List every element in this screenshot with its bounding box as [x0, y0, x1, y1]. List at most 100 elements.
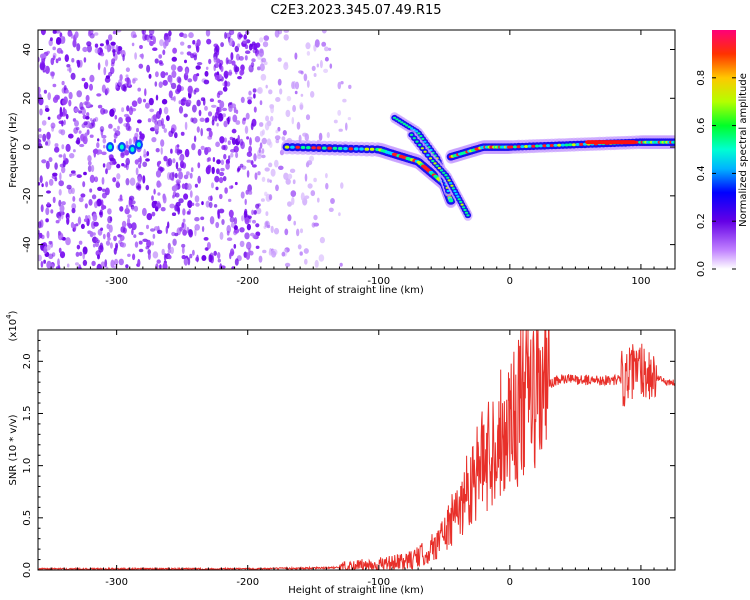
noise-speckle [105, 75, 110, 79]
noise-speckle [144, 88, 147, 97]
noise-speckle [68, 67, 72, 73]
noise-speckle [219, 231, 224, 240]
noise-speckle [159, 167, 165, 172]
noise-speckle [223, 70, 229, 79]
noise-speckle [227, 71, 233, 76]
post-trace-core [557, 143, 562, 147]
noise-speckle [63, 85, 67, 91]
noise-speckle [111, 58, 116, 65]
noise-speckle [108, 71, 113, 77]
noise-speckle [347, 117, 352, 121]
noise-speckle [304, 173, 308, 182]
spectrogram-y-tick-label: -20 [22, 188, 33, 204]
noise-speckle [235, 120, 241, 125]
spectrogram-x-tick-label: -300 [105, 276, 128, 287]
noise-speckle [255, 42, 261, 48]
noise-speckle [116, 46, 123, 51]
noise-speckle [201, 226, 205, 232]
noise-speckle [52, 196, 56, 204]
noise-speckle [133, 205, 139, 212]
noise-speckle [76, 174, 82, 179]
noise-speckle [79, 143, 85, 148]
noise-speckle [86, 44, 92, 53]
noise-speckle [89, 74, 95, 83]
noise-speckle [83, 171, 87, 176]
noise-speckle [43, 245, 48, 254]
branch-trace-2-core [459, 200, 463, 203]
noise-speckle [242, 39, 247, 44]
noise-speckle [170, 82, 177, 90]
noise-speckle [150, 228, 156, 232]
noise-speckle [101, 188, 106, 192]
noise-speckle [157, 192, 161, 196]
noise-speckle [125, 178, 130, 186]
noise-speckle [252, 41, 256, 45]
noise-speckle [213, 250, 217, 256]
noise-speckle [43, 89, 48, 94]
noise-speckle [172, 47, 178, 54]
snr-scale-close: ) [8, 310, 19, 314]
noise-speckle [285, 109, 291, 118]
branch-trace-2-core [449, 182, 453, 185]
noise-speckle [325, 182, 329, 190]
noise-speckle [208, 58, 212, 65]
noise-speckle [224, 187, 228, 194]
noise-speckle [101, 134, 107, 139]
noise-speckle [106, 223, 110, 230]
noise-speckle [38, 254, 42, 262]
noise-speckle [66, 217, 70, 225]
noise-speckle [71, 187, 75, 194]
noise-speckle [40, 204, 44, 213]
noise-speckle [212, 115, 216, 122]
snr-x-ticks: -300 -200 -100 0 100 [50, 330, 668, 588]
noise-speckle [167, 254, 172, 260]
noise-speckle [238, 56, 244, 61]
colorbar-label: Normalized spectral amplitude [738, 73, 749, 227]
noise-speckle [342, 98, 347, 103]
noise-speckle [109, 157, 116, 162]
post-trace-core [549, 144, 554, 147]
spectrogram-x-tick-label: -100 [367, 276, 390, 287]
noise-speckle [102, 163, 106, 168]
noise-speckle [128, 138, 132, 146]
noise-speckle [99, 43, 104, 47]
branch-trace-2-core [423, 150, 427, 153]
noise-speckle [248, 190, 253, 195]
noise-speckle [146, 151, 150, 157]
svg-text:(x104): (x104) [5, 310, 19, 341]
noise-speckle [145, 246, 150, 250]
noise-speckle [154, 58, 159, 64]
noise-speckle [82, 46, 88, 53]
noise-speckle [52, 172, 58, 177]
noise-speckle [67, 30, 73, 37]
noise-speckle [75, 223, 79, 227]
noise-speckle [199, 117, 205, 123]
noise-speckle [39, 53, 46, 59]
noise-speckle [242, 117, 247, 121]
noise-speckle [205, 200, 210, 208]
noise-speckle [184, 148, 190, 158]
noise-speckle [168, 30, 172, 37]
noise-speckle [52, 30, 57, 34]
noise-speckle [69, 153, 75, 159]
noise-speckle [183, 174, 189, 180]
noise-speckle [316, 63, 319, 68]
noise-speckle [123, 113, 130, 118]
noise-speckle [45, 207, 50, 216]
noise-speckle [329, 63, 333, 69]
noise-speckle [314, 39, 320, 48]
noise-speckle [196, 73, 200, 77]
post-trace-core [531, 144, 536, 148]
noise-speckle [45, 141, 48, 146]
noise-speckle [170, 64, 177, 71]
post-trace-core [575, 143, 580, 146]
noise-speckle [100, 261, 106, 269]
noise-speckle [219, 171, 225, 177]
post-trace-core [509, 145, 514, 149]
noise-speckle [248, 90, 252, 96]
noise-speckle [205, 146, 212, 153]
noise-speckle [200, 145, 205, 150]
noise-speckle [220, 42, 225, 48]
branch-trace-1-core [414, 130, 419, 133]
noise-speckle [134, 52, 138, 60]
